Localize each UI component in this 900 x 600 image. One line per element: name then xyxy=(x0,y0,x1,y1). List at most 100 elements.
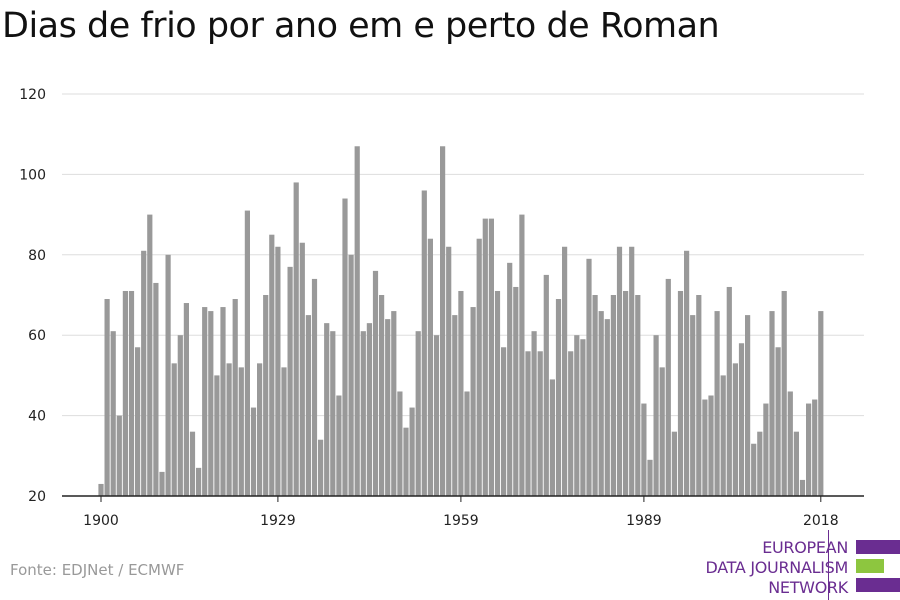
bar-2000 xyxy=(708,395,714,496)
bar-1990 xyxy=(647,459,653,496)
bar-1935 xyxy=(311,278,318,496)
bar-1900 xyxy=(98,483,104,496)
bar-2018 xyxy=(818,311,824,496)
bar-1928 xyxy=(269,234,275,496)
bar-1979 xyxy=(580,339,586,496)
bar-1981 xyxy=(592,295,598,496)
bar-1959 xyxy=(458,290,464,496)
x-tick-label: 1929 xyxy=(260,513,296,529)
bar-1971 xyxy=(531,331,537,496)
bar-1923 xyxy=(238,367,244,496)
y-tick-label: 60 xyxy=(28,328,46,344)
bar-1918 xyxy=(208,311,214,496)
bar-1996 xyxy=(684,250,690,496)
bar-1992 xyxy=(659,367,665,496)
bar-1967 xyxy=(507,262,513,496)
bar-1983 xyxy=(604,319,610,496)
bar-1976 xyxy=(562,246,568,496)
bar-1908 xyxy=(147,214,153,496)
bar-1982 xyxy=(598,311,604,496)
bar-1997 xyxy=(690,315,696,496)
bar-1936 xyxy=(318,439,324,496)
bar-1963 xyxy=(482,218,488,496)
bar-1943 xyxy=(360,331,366,496)
bar-1948 xyxy=(391,311,397,496)
bar-2009 xyxy=(763,403,769,496)
bar-1919 xyxy=(214,375,220,496)
bar-1980 xyxy=(586,258,592,496)
bar-2011 xyxy=(775,347,781,496)
bar-1947 xyxy=(385,319,391,496)
bar-1941 xyxy=(348,254,354,496)
bar-1998 xyxy=(696,295,702,496)
bar-1924 xyxy=(244,210,250,496)
bar-1986 xyxy=(623,290,629,496)
bar-1937 xyxy=(324,323,330,496)
bar-1975 xyxy=(555,299,562,496)
bar-1922 xyxy=(232,299,238,496)
bar-1952 xyxy=(415,331,421,496)
bar-1999 xyxy=(702,399,708,496)
bar-1902 xyxy=(110,331,116,496)
bar-1969 xyxy=(519,214,525,496)
bar-1987 xyxy=(629,246,635,496)
logo-bar-top xyxy=(856,540,900,554)
bar-2013 xyxy=(787,391,793,496)
bar-1942 xyxy=(354,146,360,496)
bar-1904 xyxy=(122,290,128,496)
bar-1977 xyxy=(568,351,574,496)
bar-1940 xyxy=(342,198,348,496)
bar-1911 xyxy=(165,254,171,496)
y-tick-label: 40 xyxy=(28,409,46,425)
bar-1957 xyxy=(446,246,452,496)
bar-1929 xyxy=(275,246,281,496)
chart-title: Dias de frio por ano em e perto de Roman xyxy=(2,6,720,46)
bar-1927 xyxy=(263,295,269,496)
bar-1921 xyxy=(226,363,232,496)
y-tick-label: 80 xyxy=(28,248,46,264)
bar-1906 xyxy=(135,347,141,496)
bar-1953 xyxy=(421,190,427,497)
bar-2002 xyxy=(720,375,726,496)
x-axis-ticks: 1900 1929 1959 1989 2018 xyxy=(83,496,839,529)
bar-1964 xyxy=(488,218,494,496)
bar-1916 xyxy=(196,467,202,496)
bar-1970 xyxy=(525,351,531,496)
bar-2014 xyxy=(793,431,799,496)
bar-1905 xyxy=(128,290,135,496)
bar-1984 xyxy=(610,295,616,496)
bar-1945 xyxy=(372,270,379,496)
bar-1920 xyxy=(220,307,226,496)
bar-2010 xyxy=(769,311,775,496)
bar-1961 xyxy=(470,307,476,496)
bar-1901 xyxy=(104,299,110,496)
bar-2017 xyxy=(812,399,818,496)
bar-1954 xyxy=(427,238,433,496)
bar-2012 xyxy=(781,290,787,496)
bar-1995 xyxy=(677,290,684,496)
bar-2008 xyxy=(757,431,763,496)
bar-1917 xyxy=(202,307,208,496)
bar-1993 xyxy=(665,278,671,496)
bar-2016 xyxy=(806,403,812,496)
bar-1915 xyxy=(189,431,196,496)
bar-1925 xyxy=(250,407,257,496)
bar-1930 xyxy=(281,367,287,496)
x-tick-label: 1900 xyxy=(83,513,119,529)
bar-1938 xyxy=(330,331,336,496)
bar-1914 xyxy=(183,303,189,496)
bar-1931 xyxy=(287,266,293,496)
bar-1933 xyxy=(299,242,305,496)
y-tick-label: 120 xyxy=(19,87,46,103)
x-tick-label: 1959 xyxy=(443,513,479,529)
source-note: Fonte: EDJNet / ECMWF xyxy=(10,561,185,579)
bar-1946 xyxy=(379,295,385,496)
bar-1951 xyxy=(409,407,415,496)
x-tick-label: 1989 xyxy=(626,513,662,529)
bar-1973 xyxy=(543,274,549,496)
bar-1958 xyxy=(452,315,458,496)
bar-2003 xyxy=(726,286,732,496)
bar-1934 xyxy=(305,315,311,496)
bar-1962 xyxy=(476,238,482,496)
